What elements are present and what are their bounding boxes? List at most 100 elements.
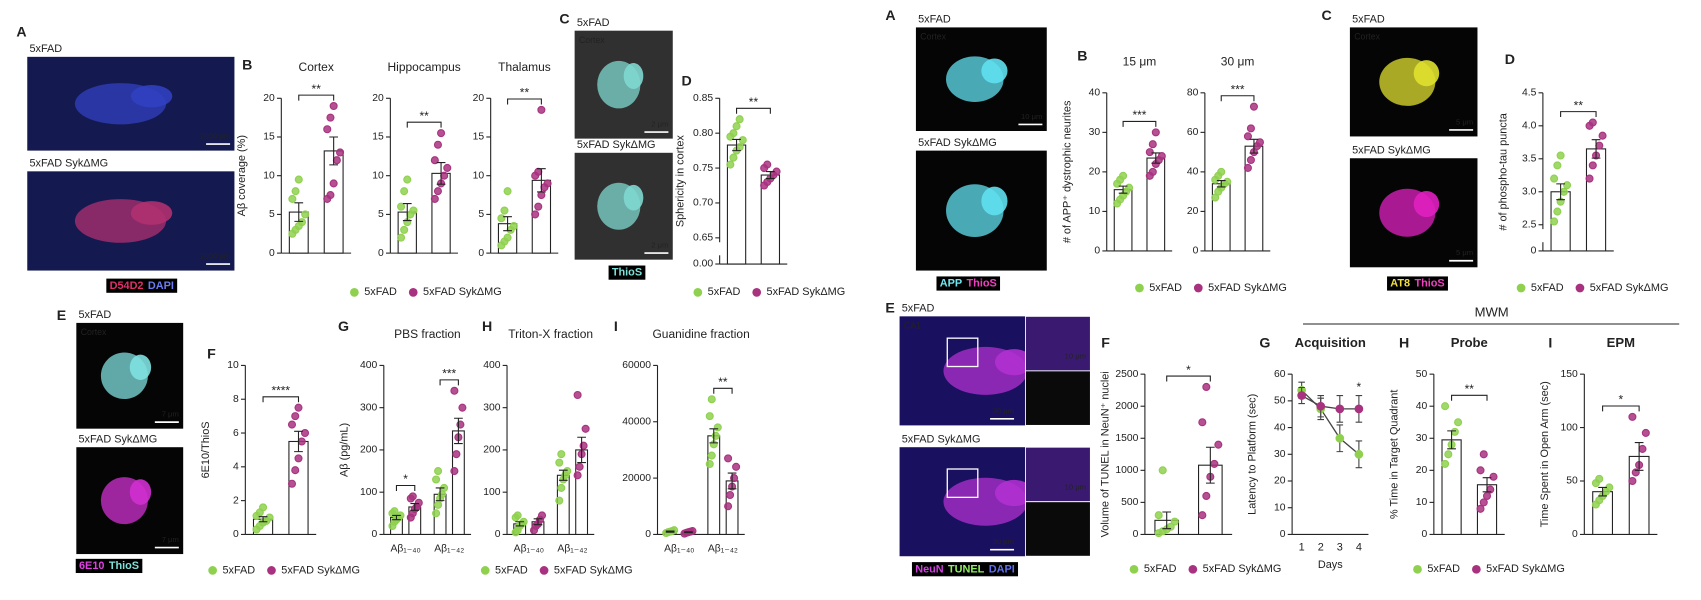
legend-label: 5xFAD — [495, 564, 528, 576]
caption-part: AT8 — [1390, 278, 1410, 290]
error-bar — [1118, 185, 1128, 194]
legend-marker — [208, 566, 217, 575]
error-bar — [436, 161, 446, 185]
data-point — [1638, 444, 1647, 453]
data-point — [735, 143, 744, 152]
data-point — [557, 483, 566, 492]
data-point — [291, 466, 300, 475]
data-point — [1476, 466, 1485, 475]
caption-part: ThioS — [967, 278, 997, 290]
panel-letter: B — [1077, 49, 1087, 65]
y-tick-label: 3.5 — [1522, 154, 1537, 165]
error-bar — [665, 530, 675, 533]
error-bar — [410, 503, 420, 511]
error-bar — [1205, 446, 1215, 484]
scale-label: 30 μm — [993, 537, 1014, 546]
error-bar — [577, 436, 586, 464]
data-point — [297, 218, 307, 227]
significance-bracket — [713, 387, 733, 394]
significance: * — [403, 472, 408, 486]
data-point — [555, 496, 564, 505]
caption: 6E10 ThioS — [79, 560, 139, 572]
data-point — [1148, 140, 1157, 149]
y-tick-label: 5 — [378, 209, 384, 220]
scale-label: 2000 μm — [200, 131, 230, 140]
micrograph-signal — [129, 354, 152, 381]
data-point — [432, 475, 441, 484]
data-point — [1249, 102, 1258, 111]
panel-letter: C — [1322, 8, 1332, 24]
legend-label: 5xFAD — [1427, 563, 1460, 575]
y-tick-label: 20 — [473, 93, 485, 104]
caption-part: DAPI — [989, 563, 1015, 575]
error-bar — [402, 203, 412, 222]
scale-label: 7 μm — [162, 535, 179, 544]
error-bar — [1162, 511, 1172, 530]
bar — [556, 474, 570, 535]
data-point — [1553, 161, 1562, 170]
caption-bg — [936, 276, 1001, 291]
data-point — [1214, 440, 1223, 449]
data-point — [1641, 428, 1650, 437]
data-point — [430, 194, 439, 203]
data-point — [432, 509, 441, 518]
chart-title: Triton-X fraction — [508, 327, 593, 341]
legend-label: 5xFAD — [708, 286, 741, 298]
significance: * — [1186, 363, 1191, 377]
error-bar — [294, 430, 303, 453]
error-bar — [515, 521, 525, 527]
error-bar — [1447, 430, 1456, 450]
data-point — [1444, 450, 1453, 459]
legend-marker — [1516, 283, 1526, 293]
caption-part: NeuN — [915, 563, 944, 575]
data-point — [500, 206, 509, 215]
data-point — [1217, 167, 1226, 176]
data-point — [726, 490, 735, 500]
inset-label: Cortex — [579, 35, 605, 45]
y-axis-label: # of APP⁺ dystrophic neurites — [1061, 100, 1073, 243]
significance: *** — [442, 367, 456, 381]
y-tick-label: 0 — [269, 248, 275, 259]
data-point — [1550, 174, 1559, 183]
data-point — [705, 459, 714, 469]
chart-title: Probe — [1451, 335, 1488, 350]
data-point — [397, 202, 406, 211]
data-point — [1202, 382, 1211, 392]
y-tick-label: 0 — [1531, 246, 1537, 257]
data-point — [1243, 163, 1252, 172]
error-bar — [435, 487, 445, 502]
data-point — [294, 454, 303, 463]
panel-letter: A — [885, 8, 895, 24]
caption-part: ThioS — [109, 560, 139, 572]
error-bar — [1591, 139, 1601, 159]
data-point — [1598, 131, 1607, 140]
error-bar — [709, 428, 719, 444]
caption-bg — [75, 558, 143, 574]
y-tick-label: 0 — [1094, 246, 1100, 257]
y-tick-label: 300 — [483, 402, 501, 413]
data-point — [1585, 174, 1594, 183]
significance: * — [1619, 393, 1624, 407]
data-point — [724, 454, 733, 463]
data-point — [265, 513, 274, 522]
legend-label: 5xFAD — [1149, 282, 1182, 294]
data-point — [1489, 472, 1498, 481]
error-bar — [1249, 138, 1259, 154]
data-point — [531, 210, 540, 219]
y-tick-label: 20 — [1416, 465, 1428, 476]
x-tick-label: Aβ₁₋₄₀ — [664, 543, 694, 554]
data-point — [1354, 404, 1364, 414]
data-point — [1148, 167, 1157, 176]
legend-marker — [1575, 283, 1585, 293]
y-tick-label: 400 — [360, 360, 378, 371]
data-point — [1151, 128, 1160, 137]
data-point — [443, 163, 452, 172]
data-point — [400, 187, 409, 196]
image-title: 5xFAD — [29, 43, 62, 55]
y-axis-label: Aβ coverage (%) — [236, 135, 248, 216]
data-point — [400, 225, 409, 234]
y-tick-label: 2 — [233, 495, 239, 506]
error-bar — [1634, 441, 1644, 471]
image-title: 5xFAD — [902, 303, 935, 315]
